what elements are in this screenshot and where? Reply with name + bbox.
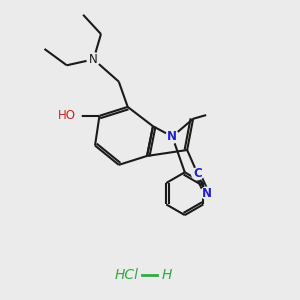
Text: C: C — [193, 167, 202, 180]
Circle shape — [206, 105, 221, 120]
Text: H: H — [161, 268, 172, 282]
Text: methyl: methyl — [212, 112, 216, 113]
Text: N: N — [89, 53, 98, 66]
Circle shape — [64, 107, 81, 124]
Text: N: N — [202, 187, 212, 200]
Circle shape — [200, 187, 212, 199]
Text: methyl: methyl — [215, 111, 220, 112]
Text: HO: HO — [58, 109, 76, 122]
Circle shape — [192, 168, 203, 180]
Text: HCl: HCl — [114, 268, 138, 282]
Circle shape — [166, 130, 179, 143]
Text: N: N — [167, 130, 177, 143]
Circle shape — [87, 53, 100, 66]
